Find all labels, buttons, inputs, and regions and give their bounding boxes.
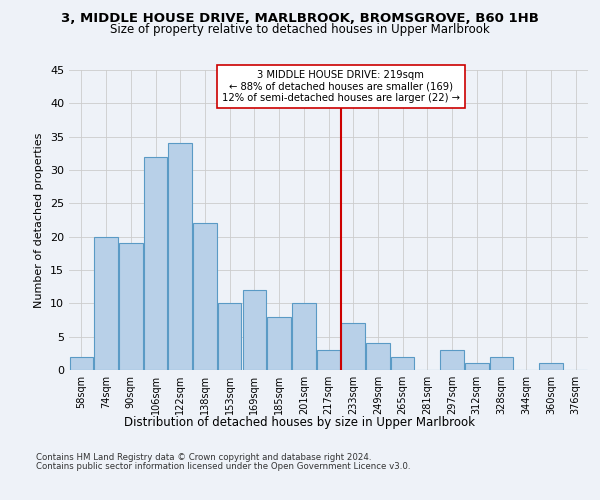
- Bar: [218, 304, 241, 370]
- Bar: [341, 324, 365, 370]
- Text: 3 MIDDLE HOUSE DRIVE: 219sqm
← 88% of detached houses are smaller (169)
12% of s: 3 MIDDLE HOUSE DRIVE: 219sqm ← 88% of de…: [222, 70, 460, 103]
- Bar: [391, 356, 415, 370]
- Text: Distribution of detached houses by size in Upper Marlbrook: Distribution of detached houses by size …: [125, 416, 476, 429]
- Bar: [317, 350, 340, 370]
- Bar: [292, 304, 316, 370]
- Bar: [490, 356, 513, 370]
- Bar: [440, 350, 464, 370]
- Bar: [94, 236, 118, 370]
- Text: Contains public sector information licensed under the Open Government Licence v3: Contains public sector information licen…: [36, 462, 410, 471]
- Bar: [465, 364, 488, 370]
- Text: Size of property relative to detached houses in Upper Marlbrook: Size of property relative to detached ho…: [110, 24, 490, 36]
- Bar: [119, 244, 143, 370]
- Bar: [268, 316, 291, 370]
- Text: 3, MIDDLE HOUSE DRIVE, MARLBROOK, BROMSGROVE, B60 1HB: 3, MIDDLE HOUSE DRIVE, MARLBROOK, BROMSG…: [61, 12, 539, 26]
- Bar: [144, 156, 167, 370]
- Bar: [193, 224, 217, 370]
- Bar: [366, 344, 389, 370]
- Bar: [242, 290, 266, 370]
- Text: Contains HM Land Registry data © Crown copyright and database right 2024.: Contains HM Land Registry data © Crown c…: [36, 454, 371, 462]
- Bar: [169, 144, 192, 370]
- Bar: [539, 364, 563, 370]
- Bar: [70, 356, 93, 370]
- Y-axis label: Number of detached properties: Number of detached properties: [34, 132, 44, 308]
